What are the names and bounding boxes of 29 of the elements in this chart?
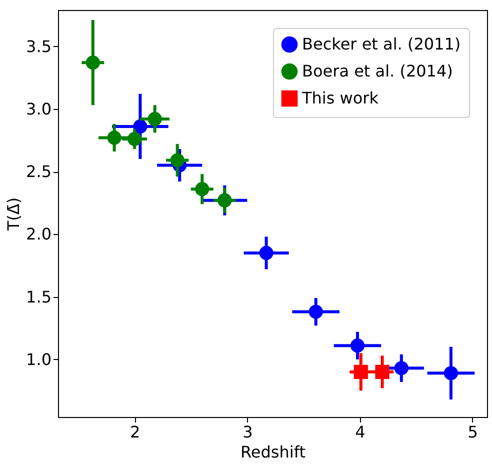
point [308,304,323,319]
point [170,153,184,168]
x-tick-label: 4 [355,422,366,442]
point [127,132,142,146]
point [444,366,458,380]
y-axis-title: T(Δ̄) [4,197,24,232]
point [394,361,408,376]
point [86,56,100,70]
x-axis-title: Redshift [240,442,306,462]
point [148,112,162,126]
legend-label: Becker et al. (2011) [302,34,461,54]
point [354,364,368,379]
y-tick-label: 2.5 [26,162,52,182]
point [133,119,148,134]
y-tick-label: 3.0 [26,99,52,118]
y-tick-label: 3.5 [26,36,52,56]
x-tick-label: 5 [468,422,478,442]
point [350,338,365,353]
y-tick-label: 2.0 [26,224,52,244]
point [375,364,390,379]
point [107,130,122,145]
point [195,182,210,196]
y-tick-label: 1.5 [26,287,52,306]
x-tick-label: 2 [130,422,140,442]
x-tick-label: 3 [242,422,253,442]
point [259,246,274,260]
legend-label: Boera et al. (2014) [302,62,453,80]
legend-label: This work [301,88,380,108]
y-tick-label: 1.0 [26,350,52,369]
